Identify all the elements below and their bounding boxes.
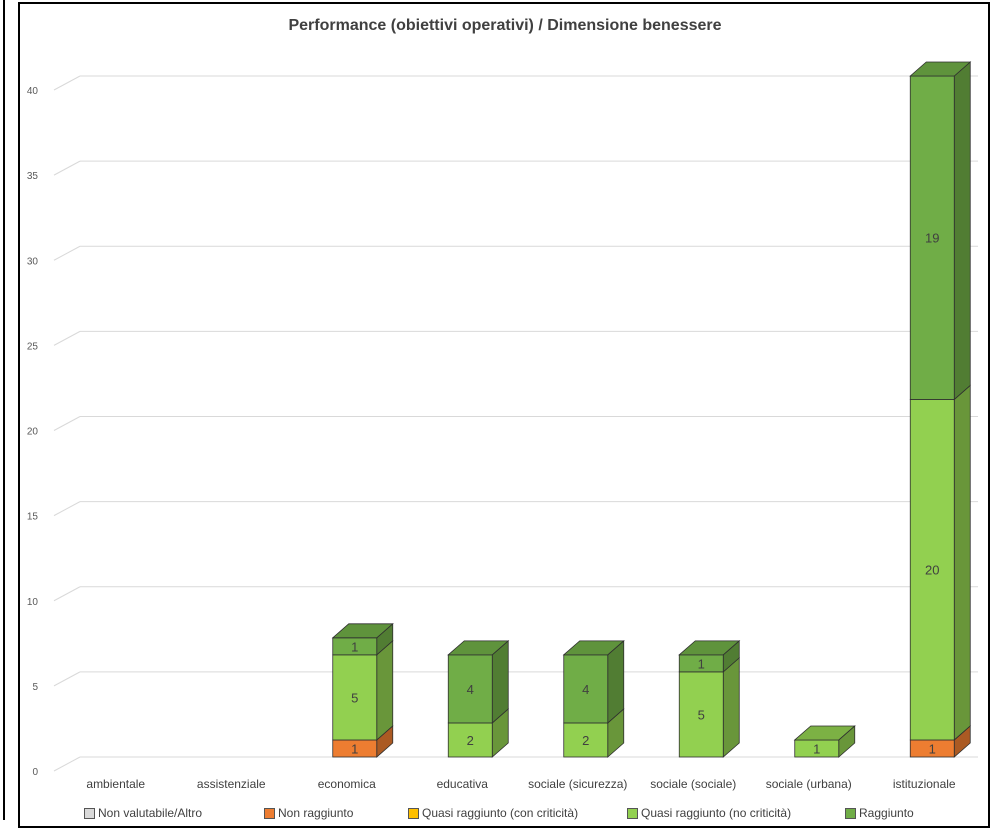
bar-top bbox=[331, 623, 394, 639]
x-tick-label: educativa bbox=[437, 777, 489, 791]
bar-top bbox=[562, 640, 625, 656]
bar-front bbox=[909, 399, 955, 741]
legend-swatch bbox=[264, 807, 275, 819]
gridline-slant bbox=[53, 416, 81, 431]
y-tick-label: 40 bbox=[27, 86, 39, 97]
legend-swatch bbox=[408, 807, 419, 819]
bar-segment: 4 bbox=[562, 639, 625, 724]
gridline-slant bbox=[53, 671, 81, 687]
gridline-slant bbox=[53, 501, 81, 517]
x-tick-label: economica bbox=[318, 777, 376, 791]
bar-front bbox=[563, 722, 609, 758]
legend-label: Non valutabile/Altro bbox=[98, 806, 203, 820]
data-label: 1 bbox=[351, 639, 358, 654]
bar-front bbox=[678, 671, 724, 758]
x-tick-label: sociale (urbana) bbox=[766, 777, 852, 791]
bar-side bbox=[722, 656, 740, 758]
y-tick-label: 35 bbox=[27, 171, 39, 182]
gridline-slant bbox=[53, 160, 81, 176]
data-label: 5 bbox=[351, 690, 358, 705]
bar-front bbox=[909, 75, 955, 400]
y-tick-label: 5 bbox=[32, 682, 38, 693]
bar-segment: 5 bbox=[332, 639, 394, 741]
x-tick-label: istituzionale bbox=[893, 777, 956, 791]
left-panel-edge bbox=[0, 0, 5, 820]
x-tick-label: ambientale bbox=[86, 777, 145, 791]
bar-segment: 1 bbox=[331, 622, 394, 656]
y-tick-label: 25 bbox=[27, 341, 39, 352]
legend-label: Quasi raggiunto (no criticità) bbox=[641, 806, 792, 820]
gridline-slant bbox=[53, 245, 81, 261]
data-label: 5 bbox=[698, 707, 705, 722]
legend: Non valutabile/Altro Non raggiunto Quasi r… bbox=[84, 803, 945, 823]
gridline-slant bbox=[53, 756, 81, 772]
bar-top bbox=[447, 640, 510, 656]
legend-swatch bbox=[845, 807, 856, 819]
x-axis: ambientale assistenziale economica educativ… bbox=[86, 777, 956, 791]
y-tick-label: 0 bbox=[32, 767, 38, 778]
legend-label: Raggiunto bbox=[859, 806, 914, 820]
bar-top bbox=[909, 61, 972, 77]
data-label: 4 bbox=[467, 682, 474, 697]
data-label: 1 bbox=[698, 656, 705, 671]
y-tick-label: 10 bbox=[27, 597, 39, 608]
gridline-slant bbox=[53, 586, 81, 602]
y-tick-label: 20 bbox=[27, 427, 39, 438]
bar-side bbox=[953, 384, 971, 741]
legend-item: Non valutabile/Altro bbox=[84, 803, 264, 823]
bar-segment: 2 bbox=[563, 708, 625, 758]
y-tick-label: 15 bbox=[27, 512, 39, 523]
legend-item: Raggiunto bbox=[845, 803, 945, 823]
bar-segment: 20 bbox=[909, 384, 971, 741]
bar-segment: 1 bbox=[678, 639, 741, 673]
bar-side bbox=[953, 61, 971, 401]
data-label: 1 bbox=[813, 741, 820, 756]
data-label: 1 bbox=[351, 741, 358, 756]
legend-label: Quasi raggiunto (con criticità) bbox=[422, 806, 579, 820]
legend-swatch bbox=[627, 807, 638, 819]
x-tick-label: sociale (sicurezza) bbox=[528, 777, 627, 791]
bar-segment: 4 bbox=[447, 639, 510, 724]
y-axis: 0 5 10 15 20 25 30 35 40 bbox=[27, 86, 39, 778]
bar-top bbox=[793, 725, 856, 741]
bar-top bbox=[678, 640, 741, 656]
data-label: 4 bbox=[582, 682, 589, 697]
bars: 1 5 1 2 4 2 4 5 1 1 1 20 19 bbox=[331, 61, 972, 758]
gridline-slant bbox=[53, 75, 81, 91]
bar-segment: 5 bbox=[678, 656, 740, 758]
data-label: 1 bbox=[929, 741, 936, 756]
chart-title: Performance (obiettivi operativi) / Dime… bbox=[288, 17, 721, 34]
x-tick-label: assistenziale bbox=[197, 777, 266, 791]
y-tick-label: 30 bbox=[27, 256, 39, 267]
gridlines bbox=[53, 75, 978, 772]
data-label: 2 bbox=[467, 733, 474, 748]
legend-swatch bbox=[84, 807, 95, 819]
data-label: 19 bbox=[925, 231, 939, 246]
bar-segment: 1 bbox=[909, 725, 971, 758]
legend-label: Non raggiunto bbox=[278, 806, 354, 820]
legend-item: Non raggiunto bbox=[264, 803, 408, 823]
bar-front bbox=[563, 654, 609, 724]
bar-segment: 1 bbox=[793, 725, 856, 758]
legend-item: Quasi raggiunto (no criticità) bbox=[627, 803, 845, 823]
bar-side bbox=[376, 639, 394, 741]
bar-front bbox=[447, 654, 493, 724]
gridline-slant bbox=[53, 330, 81, 346]
data-label: 2 bbox=[582, 733, 589, 748]
x-tick-label: sociale (sociale) bbox=[650, 777, 736, 791]
legend-item: Quasi raggiunto (con criticità) bbox=[408, 803, 627, 823]
data-label: 20 bbox=[925, 563, 939, 578]
bar-segment: 19 bbox=[909, 61, 972, 401]
